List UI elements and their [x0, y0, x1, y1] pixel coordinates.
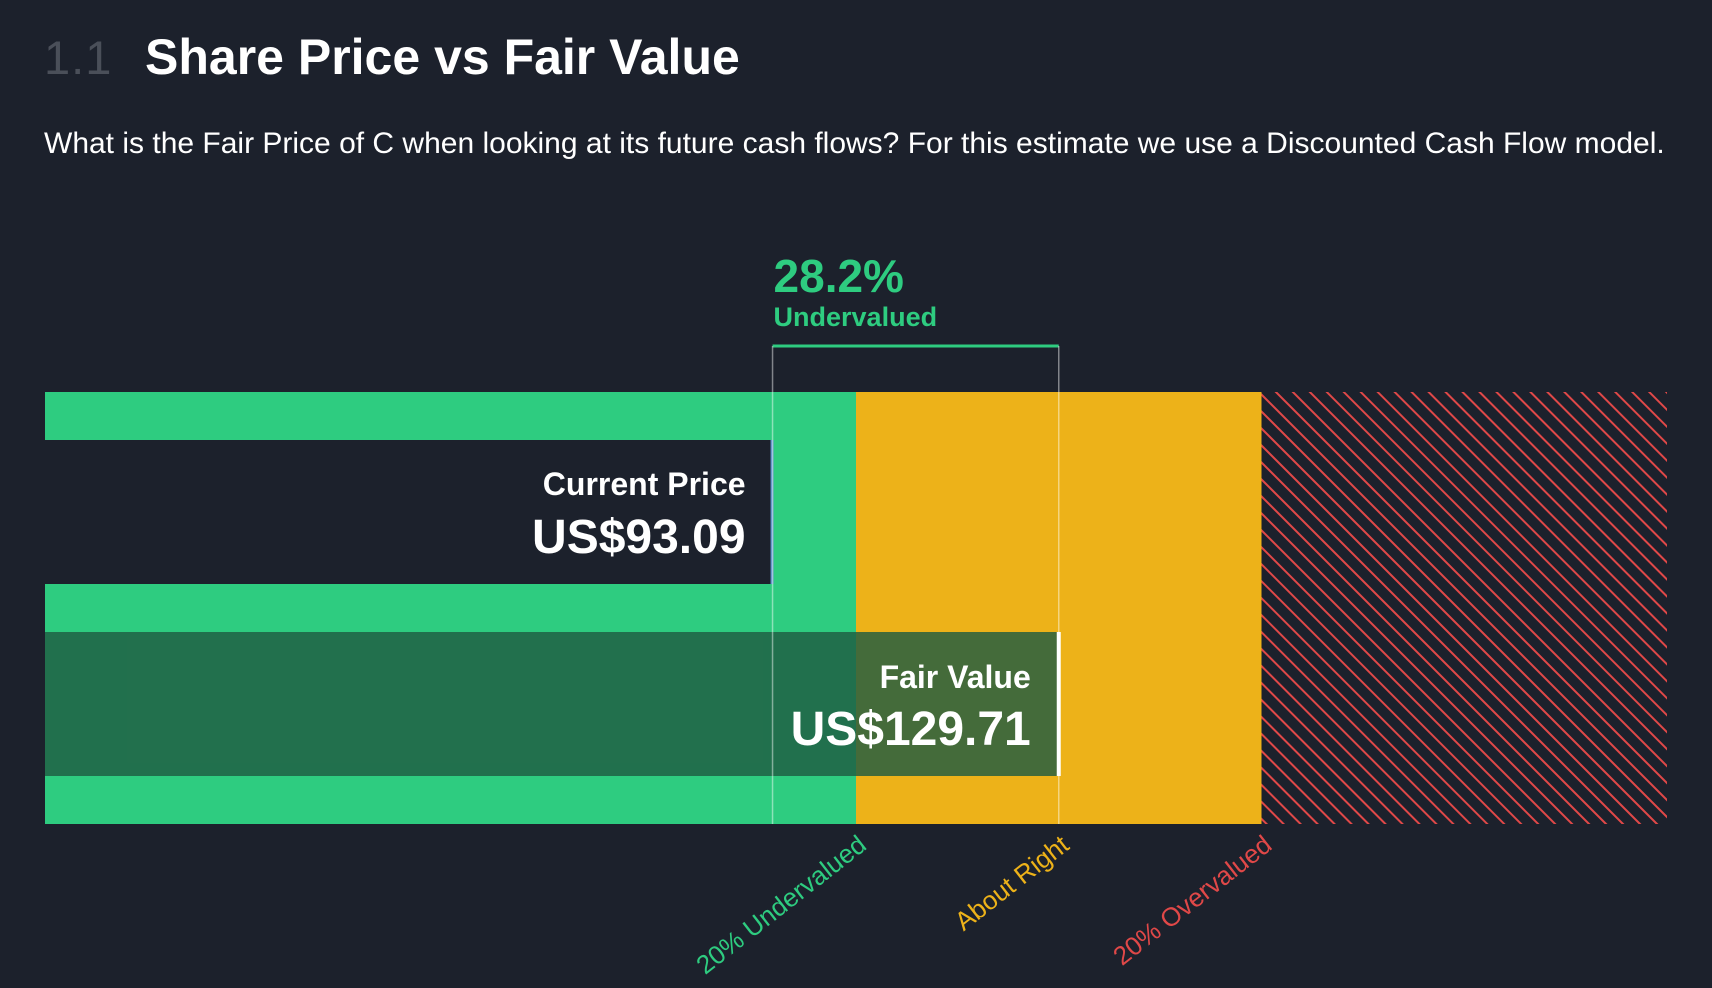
- zone-label-overvalued: 20% Overvalued: [1107, 829, 1277, 971]
- discount-percent: 28.2%: [774, 250, 904, 302]
- section-header: 1.1 Share Price vs Fair Value: [44, 22, 740, 92]
- fair-value-marker: [1056, 632, 1061, 776]
- zone-overvalued: [1261, 392, 1667, 824]
- zone-label-undervalued: 20% Undervalued: [690, 829, 871, 980]
- fair-value-value: US$129.71: [791, 703, 1031, 756]
- fair-value-box: [45, 632, 1059, 776]
- current-price-marker: [770, 440, 774, 584]
- current-price-box: [45, 440, 773, 584]
- fair-value-label: Fair Value: [880, 659, 1031, 695]
- section-number: 1.1: [44, 30, 113, 84]
- zone-label-about-right: About Right: [949, 829, 1075, 937]
- section-title: Share Price vs Fair Value: [145, 29, 740, 85]
- current-price-label: Current Price: [543, 466, 746, 502]
- current-price-value: US$93.09: [532, 511, 746, 564]
- section-description: What is the Fair Price of C when looking…: [44, 127, 1665, 160]
- discount-label: Undervalued: [774, 302, 938, 332]
